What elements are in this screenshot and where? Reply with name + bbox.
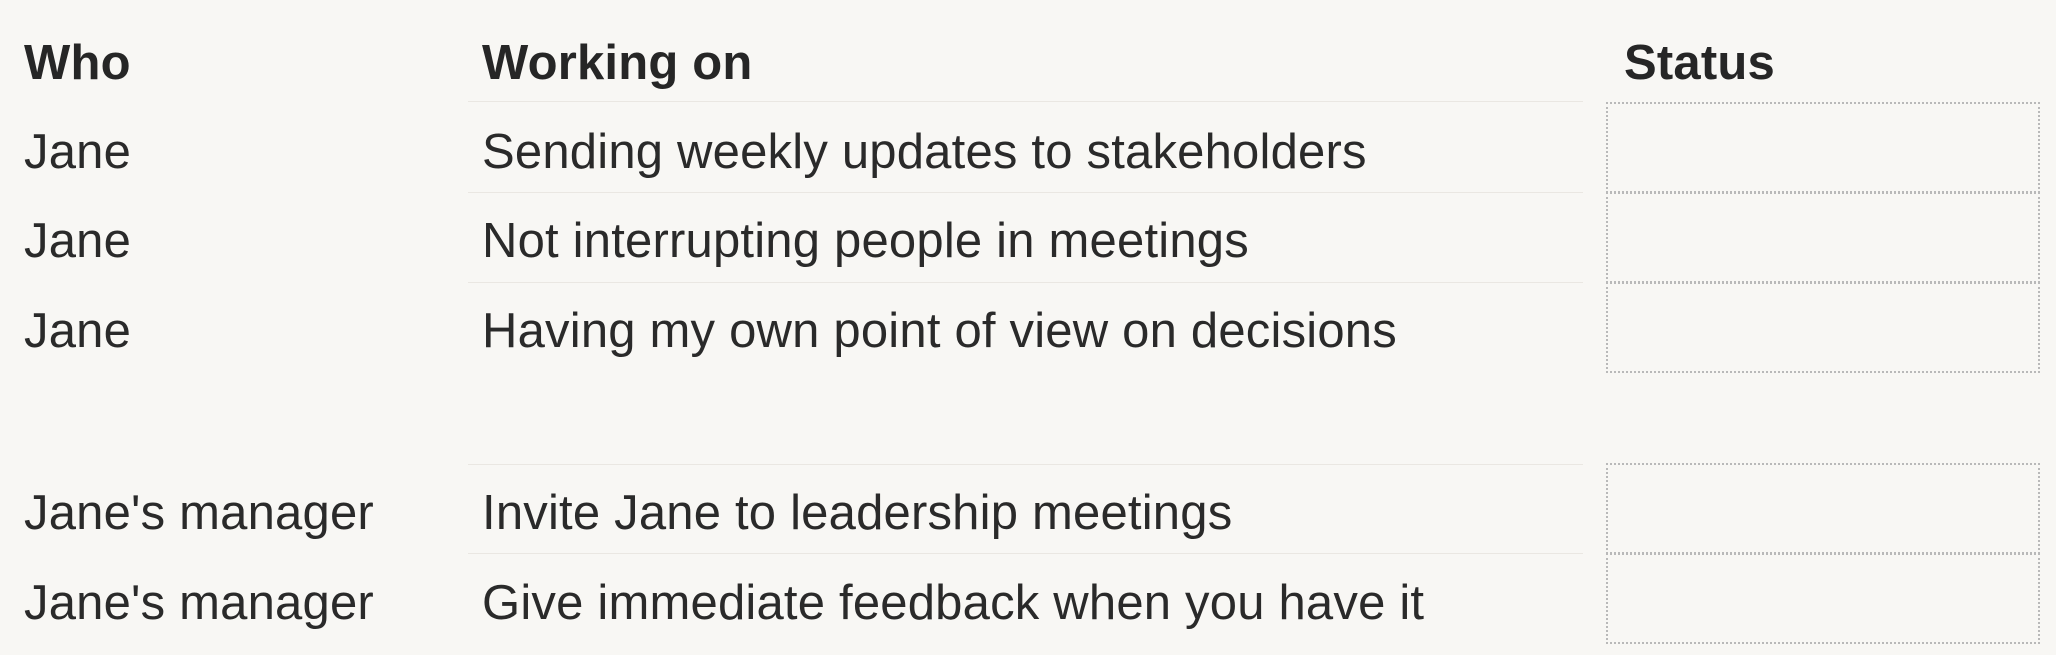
status-box[interactable] [1606,192,2040,283]
working-on-column-header: Working on [482,36,753,90]
who-column-header: Who [24,36,131,90]
status-column-header: Status [1624,36,1775,90]
row-divider [468,192,1583,193]
working-on-cell: Invite Jane to leadership meetings [482,486,1233,540]
section-divider [468,464,1583,465]
header-divider [468,101,1583,102]
row-divider [468,282,1583,283]
who-cell: Jane [24,214,132,268]
who-cell: Jane [24,304,132,358]
status-box[interactable] [1606,102,2040,193]
working-on-cell: Give immediate feedback when you have it [482,576,1425,630]
working-on-cell: Sending weekly updates to stakeholders [482,125,1367,179]
status-box[interactable] [1606,282,2040,373]
working-on-cell: Not interrupting people in meetings [482,214,1249,268]
row-divider [468,553,1583,554]
working-on-cell: Having my own point of view on decisions [482,304,1397,358]
who-cell: Jane [24,125,132,179]
who-cell: Jane's manager [24,576,374,630]
status-box[interactable] [1606,463,2040,554]
status-box[interactable] [1606,553,2040,644]
who-cell: Jane's manager [24,486,374,540]
